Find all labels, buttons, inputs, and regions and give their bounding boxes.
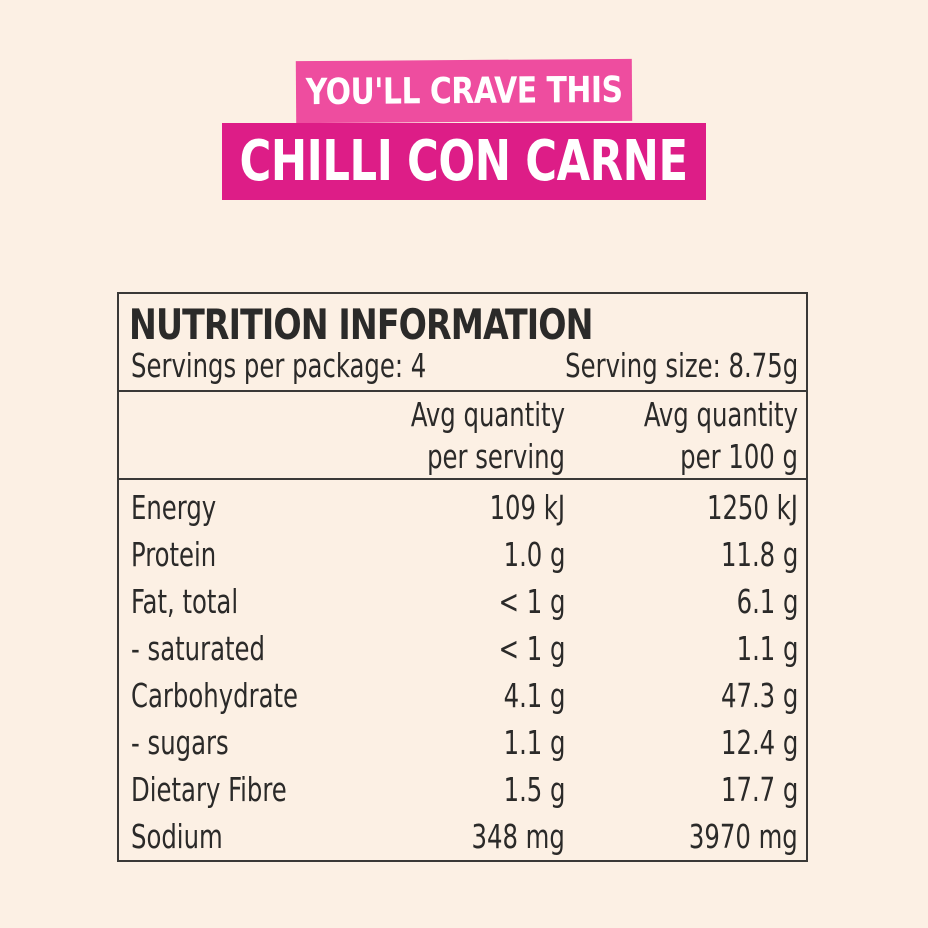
nutrient-per-100g: 12.4 g <box>720 723 798 762</box>
table-row: Carbohydrate 4.1 g 47.3 g <box>119 672 806 719</box>
table-row: Fat, total < 1 g 6.1 g <box>119 578 806 625</box>
table-row: - sugars 1.1 g 12.4 g <box>119 719 806 766</box>
nutrient-per-serving: 1.5 g <box>503 770 565 809</box>
column-header-per-serving: Avg quantity per serving <box>411 394 565 478</box>
column-header-per-serving-line2: per serving <box>427 437 565 476</box>
nutrient-per-100g: 1.1 g <box>736 629 798 668</box>
nutrient-per-serving: 109 kJ <box>489 488 565 527</box>
nutrient-name: Energy <box>131 488 217 527</box>
nutrient-name: Dietary Fibre <box>131 770 287 809</box>
title-banner: CHILLI CON CARNE <box>222 123 706 200</box>
nutrient-per-100g: 3970 mg <box>689 817 798 856</box>
nutrient-name: - saturated <box>131 629 265 668</box>
column-header-per-100g-line2: per 100 g <box>680 437 798 476</box>
nutrient-per-serving: 4.1 g <box>503 676 565 715</box>
nutrient-per-serving: 1.1 g <box>503 723 565 762</box>
nutrient-name: Protein <box>131 535 217 574</box>
serving-size: Serving size: 8.75g <box>564 346 798 385</box>
nutrient-per-100g: 6.1 g <box>736 582 798 621</box>
nutrient-per-100g: 17.7 g <box>720 770 798 809</box>
nutrient-name: Fat, total <box>131 582 239 621</box>
table-row: - saturated < 1 g 1.1 g <box>119 625 806 672</box>
nutrition-panel-header: NUTRITION INFORMATION Servings per packa… <box>119 294 806 392</box>
servings-per-package: Servings per package: 4 <box>131 346 427 385</box>
column-header-per-100g: Avg quantity per 100 g <box>644 394 798 478</box>
nutrient-per-100g: 1250 kJ <box>707 488 798 527</box>
tagline-text: YOU'LL CRAVE THIS <box>305 69 623 113</box>
nutrition-panel: NUTRITION INFORMATION Servings per packa… <box>117 292 808 862</box>
nutrient-per-serving: 348 mg <box>471 817 565 856</box>
nutrient-name: - sugars <box>131 723 229 762</box>
nutrient-name: Carbohydrate <box>131 676 299 715</box>
nutrient-per-100g: 47.3 g <box>720 676 798 715</box>
nutrition-heading: NUTRITION INFORMATION <box>129 300 593 349</box>
tagline-banner: YOU'LL CRAVE THIS <box>295 58 633 124</box>
column-headers: Avg quantity per serving Avg quantity pe… <box>119 392 806 480</box>
table-row: Energy 109 kJ 1250 kJ <box>119 484 806 531</box>
product-title: CHILLI CON CARNE <box>239 129 689 194</box>
nutrient-per-100g: 11.8 g <box>720 535 798 574</box>
nutrient-per-serving: < 1 g <box>498 629 565 668</box>
nutrition-rows: Energy 109 kJ 1250 kJ Protein 1.0 g 11.8… <box>119 484 806 860</box>
nutrient-per-serving: 1.0 g <box>503 535 565 574</box>
table-row: Sodium 348 mg 3970 mg <box>119 813 806 860</box>
nutrient-per-serving: < 1 g <box>498 582 565 621</box>
column-header-per-serving-line1: Avg quantity <box>410 395 565 434</box>
table-row: Dietary Fibre 1.5 g 17.7 g <box>119 766 806 813</box>
column-header-per-100g-line1: Avg quantity <box>643 395 798 434</box>
nutrient-name: Sodium <box>131 817 223 856</box>
table-row: Protein 1.0 g 11.8 g <box>119 531 806 578</box>
